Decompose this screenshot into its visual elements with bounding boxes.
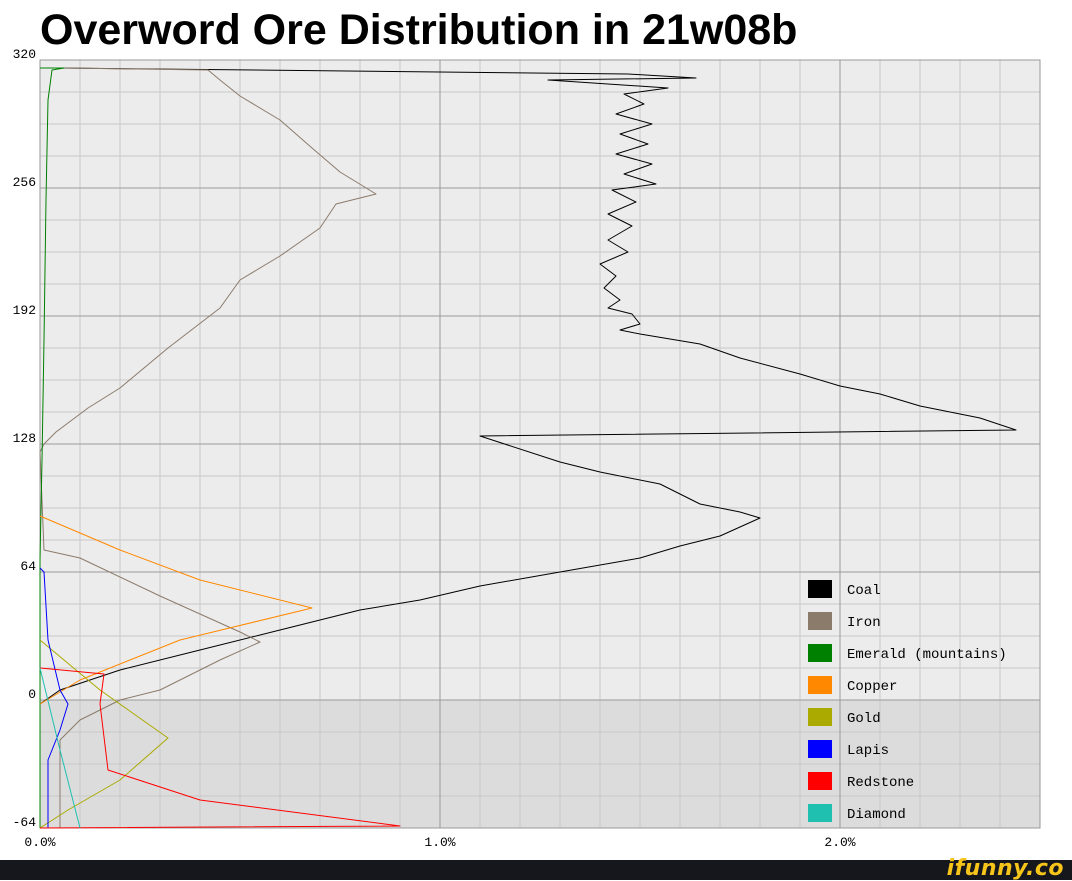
y-tick-label: 320 (13, 47, 36, 62)
legend-swatch (808, 804, 832, 822)
chart-title: Overword Ore Distribution in 21w08b (40, 6, 798, 54)
legend: Coal Iron Emerald (mountains) Copper Gold Lap… (808, 580, 1007, 823)
major-grid (39, 59, 1041, 829)
series-line-copper (39, 515, 313, 705)
y-tick-labels: 320 256 192 128 64 0 -64 (13, 47, 37, 830)
legend-label: Diamond (847, 807, 906, 823)
y-tick-label: 64 (20, 559, 36, 574)
legend-label: Lapis (847, 743, 889, 759)
legend-swatch (808, 644, 832, 662)
legend-label: Iron (847, 615, 881, 631)
legend-swatch (808, 612, 832, 630)
y-tick-label: 256 (13, 175, 36, 190)
y-tick-label: 128 (13, 431, 36, 446)
ore-distribution-chart: 320 256 192 128 64 0 -64 0.0% 1.0% 2.0% Coal Iron… (13, 47, 1041, 850)
series-line-redstone (39, 667, 401, 829)
plot-border (39, 59, 1041, 829)
series-line-coal (39, 67, 1017, 705)
y-tick-label: -64 (13, 815, 37, 830)
series-line-emerald-mountains (39, 67, 65, 828)
legend-label: Emerald (mountains) (847, 647, 1007, 663)
x-tick-label: 2.0% (824, 835, 855, 850)
series-line-gold (39, 639, 169, 829)
legend-label: Redstone (847, 775, 914, 791)
legend-swatch (808, 740, 832, 758)
legend-label: Gold (847, 711, 881, 727)
series-line-iron (39, 67, 377, 828)
x-tick-label: 0.0% (24, 835, 55, 850)
legend-swatch (808, 708, 832, 726)
y-tick-label: 0 (28, 687, 36, 702)
legend-label: Copper (847, 679, 897, 695)
legend-label: Coal (847, 583, 881, 599)
x-tick-label: 1.0% (424, 835, 455, 850)
ifunny-watermark: ifunny.co (946, 856, 1064, 881)
y-tick-label: 192 (13, 303, 36, 318)
footer-bar: ifunny.co (0, 856, 1072, 881)
series-line-lapis (39, 567, 69, 828)
series-line-diamond (39, 667, 81, 829)
x-tick-labels: 0.0% 1.0% 2.0% (24, 835, 855, 850)
legend-swatch (808, 580, 832, 598)
series-layer (39, 67, 1017, 829)
legend-swatch (808, 772, 832, 790)
legend-swatch (808, 676, 832, 694)
